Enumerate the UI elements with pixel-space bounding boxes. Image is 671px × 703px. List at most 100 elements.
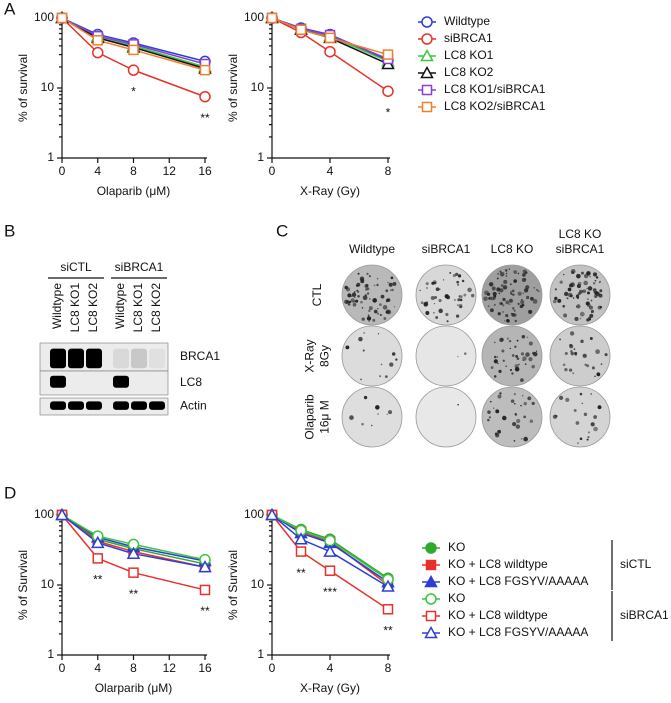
colony — [521, 277, 526, 282]
colony — [434, 296, 438, 299]
colony — [438, 308, 443, 314]
colony — [500, 284, 504, 287]
colony — [520, 352, 525, 356]
y-axis-label: % of survival — [226, 54, 240, 122]
colony — [461, 279, 465, 283]
colony — [521, 438, 523, 440]
colony — [360, 378, 362, 381]
colony — [573, 348, 576, 350]
colony — [367, 314, 370, 317]
colony — [532, 351, 535, 355]
colony — [502, 415, 507, 421]
colony — [586, 438, 589, 441]
data-point — [56, 12, 68, 24]
legend-label: KO + LC8 FGSYV/AAAAA — [448, 625, 588, 639]
colony — [515, 424, 521, 429]
colony — [513, 402, 516, 405]
blot-band — [50, 375, 66, 388]
blot-band — [131, 401, 147, 410]
data-point — [381, 579, 395, 592]
data-point — [92, 553, 103, 564]
colony — [516, 418, 521, 424]
colony — [531, 401, 535, 406]
colony — [456, 304, 459, 306]
colony — [373, 284, 376, 287]
colony — [362, 349, 365, 352]
data-point — [126, 546, 141, 559]
colony — [574, 351, 578, 355]
data-point — [382, 604, 394, 615]
colony — [514, 412, 517, 416]
colony — [528, 341, 533, 346]
colony — [589, 276, 591, 278]
colony — [513, 270, 518, 274]
legend-marker — [424, 574, 438, 588]
colony — [361, 307, 364, 309]
colony — [518, 363, 520, 366]
colony — [365, 288, 368, 291]
colony — [496, 277, 499, 280]
colony — [385, 310, 389, 314]
colony — [513, 293, 515, 296]
colony — [513, 393, 516, 396]
colony — [499, 301, 503, 306]
colony — [569, 344, 574, 349]
legend-label: KO + LC8 wildtype — [448, 608, 548, 622]
colony — [562, 273, 565, 276]
colony — [435, 316, 439, 319]
colony-plate — [549, 325, 611, 387]
colony — [512, 421, 517, 427]
colony — [347, 302, 351, 306]
y-tick-label: 100 — [34, 10, 54, 24]
colony — [524, 363, 527, 366]
legend-marker — [421, 33, 433, 45]
blot-band — [113, 401, 129, 410]
x-tick-label: 16 — [198, 661, 212, 675]
colony — [511, 313, 515, 317]
colony — [571, 271, 575, 275]
series-line — [61, 514, 206, 565]
colony — [373, 298, 376, 301]
colony — [563, 313, 568, 318]
colony-plate — [341, 325, 403, 387]
significance-annotation: ** — [93, 573, 103, 587]
blot-group-label: siBRCA1 — [115, 260, 164, 274]
legend-marker — [420, 48, 434, 62]
blot-band — [50, 348, 66, 369]
legend-marker — [421, 16, 433, 28]
colony — [576, 273, 581, 279]
colony — [362, 295, 368, 301]
colony — [592, 288, 597, 292]
colony-column-label: siBRCA1 — [556, 242, 605, 256]
colony — [502, 359, 505, 362]
colony — [464, 352, 467, 355]
colony — [514, 319, 517, 323]
colony — [489, 400, 492, 403]
data-point — [128, 567, 139, 578]
colony — [575, 421, 580, 425]
colony — [449, 271, 452, 274]
blot-lane-label: LC8 KO1 — [68, 283, 82, 333]
legend-label: LC8 KO2 — [444, 65, 494, 79]
colony — [510, 399, 515, 403]
y-axis-label: % of Survival — [226, 550, 240, 620]
colony — [352, 302, 357, 307]
colony — [514, 366, 520, 372]
colony — [530, 296, 534, 301]
colony — [368, 309, 371, 312]
y-axis-label: % of survival — [16, 54, 30, 122]
colony — [594, 296, 597, 298]
colony — [499, 288, 504, 293]
colony — [505, 300, 510, 305]
colony — [457, 355, 459, 358]
colony — [522, 292, 525, 295]
colony — [386, 413, 388, 415]
y-axis-label: % of Survival — [16, 550, 30, 620]
colony — [590, 422, 595, 427]
colony — [363, 332, 365, 334]
significance-annotation: ** — [383, 623, 393, 637]
colony — [514, 364, 519, 369]
colony — [597, 405, 602, 410]
colony — [498, 292, 501, 295]
